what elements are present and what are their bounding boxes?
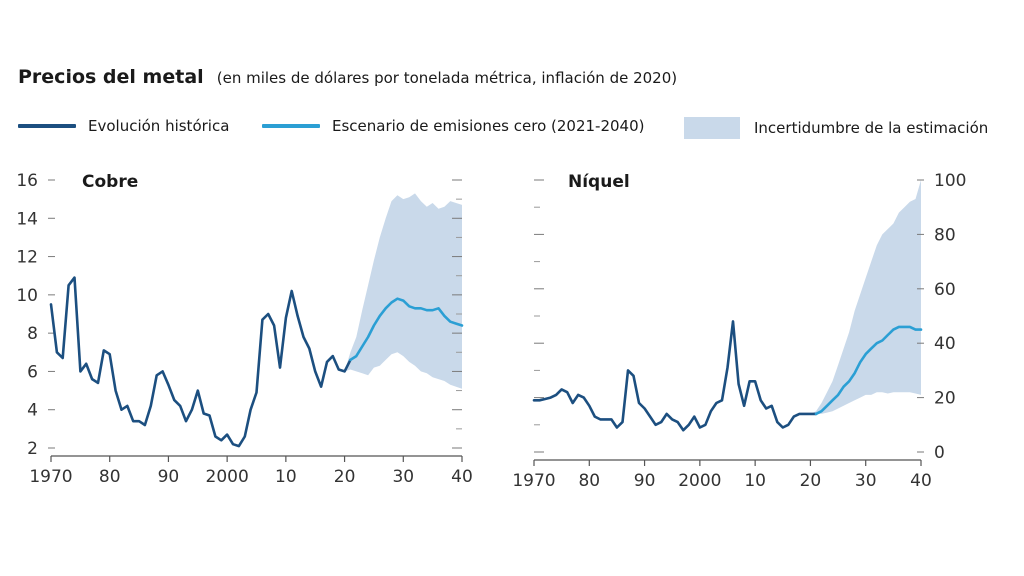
niquel-panel-title: Níquel [568, 172, 630, 192]
legend-label-uncertainty: Incertidumbre de la estimación [754, 119, 989, 137]
cobre-xtick-label: 80 [99, 467, 121, 487]
niquel-ytick-label: 60 [934, 280, 956, 300]
niquel-uncertainty-band [810, 180, 921, 414]
niquel-xtick-label: 40 [910, 471, 932, 491]
niquel-ytick-label: 0 [934, 443, 945, 463]
chart-cobre: 2 4 6 8 10 12 14 16 1970 80 90 2000 10 20 30 40 Cobre [16, 171, 472, 487]
niquel-xtick-label: 20 [800, 471, 822, 491]
cobre-xtick-label: 2000 [206, 467, 249, 487]
cobre-ytick-label: 16 [16, 171, 38, 191]
cobre-historical-line [49, 276, 352, 448]
cobre-ytick-label: 4 [27, 401, 38, 421]
niquel-ytick-label: 20 [934, 389, 956, 409]
legend: Evolución histórica Escenario de emision… [18, 117, 1018, 139]
cobre-scenario-line [349, 297, 464, 362]
legend-swatch-uncertainty [684, 117, 740, 139]
niquel-ytick-label: 40 [934, 334, 956, 354]
niquel-historical-line [532, 320, 818, 432]
cobre-xtick-label: 20 [334, 467, 356, 487]
cobre-panel-title: Cobre [82, 172, 138, 192]
niquel-xtick-label: 90 [634, 471, 656, 491]
chart-niquel: 0 20 40 60 80 100 1970 80 90 2000 10 20 30 40 Níquel [512, 171, 966, 491]
cobre-xtick-label: 1970 [29, 467, 72, 487]
cobre-ytick-label: 10 [16, 286, 38, 306]
cobre-ytick-label: 6 [27, 362, 38, 382]
niquel-scenario-line [814, 325, 923, 416]
cobre-ytick-label: 14 [16, 209, 38, 229]
legend-item-historical: Evolución histórica [18, 117, 229, 135]
chart-subtitle: (en miles de dólares por tonelada métric… [216, 69, 678, 87]
cobre-xtick-label: 90 [158, 467, 180, 487]
legend-item-uncertainty: Incertidumbre de la estimación [684, 117, 988, 139]
legend-item-scenario: Escenario de emisiones cero (2021-2040) [262, 117, 644, 135]
legend-label-historical: Evolución histórica [88, 117, 230, 135]
cobre-ytick-label: 8 [27, 324, 38, 344]
cobre-ytick-label: 2 [27, 439, 38, 459]
cobre-xtick-label: 10 [275, 467, 297, 487]
legend-label-scenario: Escenario de emisiones cero (2021-2040) [332, 117, 645, 135]
cobre-uncertainty-band [344, 193, 462, 389]
niquel-xtick-label: 2000 [678, 471, 721, 491]
chart-title: Precios del metal [18, 66, 204, 88]
niquel-ytick-label: 80 [934, 225, 956, 245]
cobre-xtick-label: 40 [451, 467, 473, 487]
legend-swatch-historical [18, 124, 76, 128]
niquel-ytick-label: 100 [934, 171, 966, 191]
chart-title-row: Precios del metal (en miles de dólares p… [18, 66, 677, 88]
niquel-xtick-label: 30 [855, 471, 877, 491]
cobre-xtick-label: 30 [392, 467, 414, 487]
niquel-xtick-label: 80 [578, 471, 600, 491]
niquel-xtick-label: 1970 [512, 471, 555, 491]
cobre-ytick-label: 12 [16, 248, 38, 268]
niquel-xtick-label: 10 [744, 471, 766, 491]
legend-swatch-scenario [262, 124, 320, 128]
